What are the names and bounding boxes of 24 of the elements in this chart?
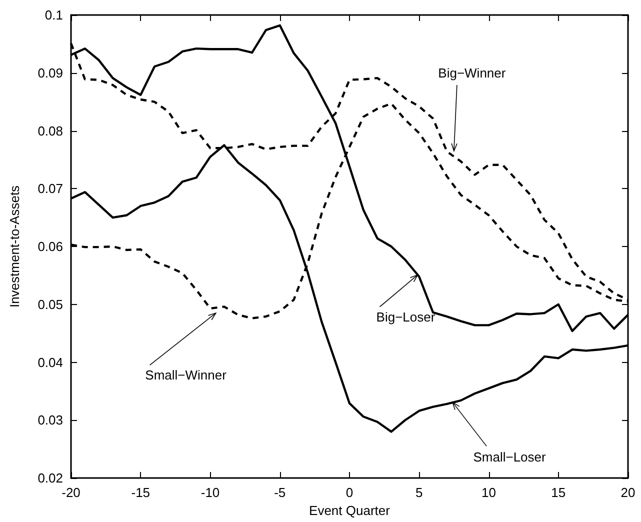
y-tick-label: 0.05 [38, 296, 63, 312]
x-tick-label: -15 [131, 485, 150, 500]
x-tick-label: 15 [551, 485, 566, 500]
x-tick-label: -5 [274, 485, 286, 500]
y-tick-label: 0.03 [38, 412, 63, 428]
y-tick-label: 0.04 [38, 354, 63, 370]
y-tick-label: 0.09 [38, 65, 63, 80]
annotation: Big−Winner [438, 66, 506, 81]
x-axis-title: Event Quarter [309, 502, 391, 518]
y-tick-label: 0.06 [38, 239, 63, 254]
x-tick-label: 10 [482, 485, 496, 500]
annotation: Small−Loser [473, 450, 547, 465]
annotation: Small−Winner [145, 368, 228, 383]
y-tick-label: 0.08 [38, 123, 63, 138]
x-tick-label: 20 [620, 485, 636, 500]
x-tick-label: -10 [200, 485, 220, 500]
y-axis-title: Investment-to-Assets [7, 184, 22, 308]
y-tick-label: 0.1 [44, 8, 63, 22]
x-tick-label: 0 [346, 485, 354, 500]
y-tick-label: 0.07 [38, 181, 63, 196]
annotation: Big−Loser [376, 309, 436, 324]
x-tick-label: -20 [62, 485, 80, 500]
x-tick-label: 5 [416, 485, 423, 500]
y-tick-label: 0.02 [38, 470, 63, 486]
